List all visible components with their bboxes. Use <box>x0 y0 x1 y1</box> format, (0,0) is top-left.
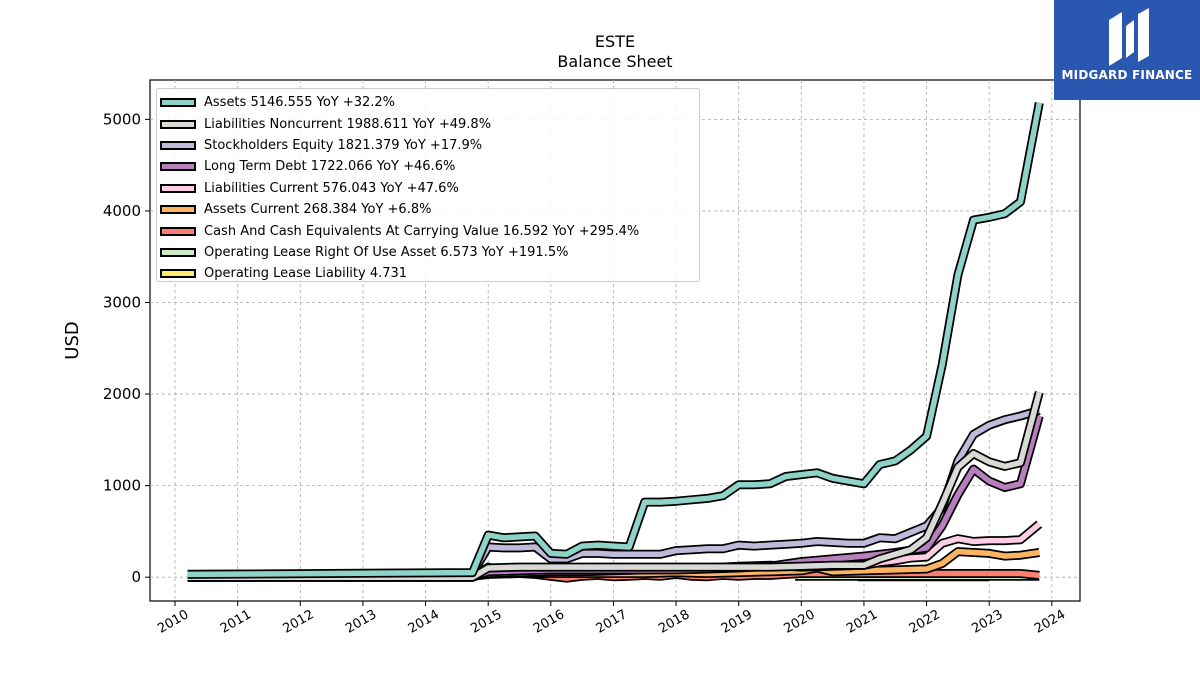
legend-swatch <box>160 98 196 108</box>
legend-label: Operating Lease Liability 4.731 <box>204 266 408 282</box>
logo-mark-icon <box>1109 8 1149 66</box>
legend-swatch <box>160 140 196 150</box>
y-axis-label: USD <box>62 321 83 359</box>
legend-label: Operating Lease Right Of Use Asset 6.573… <box>204 244 569 260</box>
y-tick-label: 4000 <box>103 202 141 220</box>
legend-swatch <box>160 205 196 215</box>
x-tick-label: 2011 <box>218 607 254 637</box>
brand-name: MIDGARD FINANCE <box>1061 68 1193 82</box>
legend-item: Operating Lease Liability 4.731 <box>160 263 699 284</box>
y-tick-label: 1000 <box>103 477 141 495</box>
x-tick-label: 2021 <box>844 607 880 637</box>
y-tick-label: 2000 <box>103 385 141 403</box>
x-tick-label: 2024 <box>1032 607 1068 637</box>
x-tick-label: 2016 <box>531 607 567 637</box>
legend-item: Cash And Cash Equivalents At Carrying Va… <box>160 220 699 241</box>
x-tick-label: 2023 <box>969 607 1005 637</box>
x-axis: 2010 2011 2012 2013 2014 2015 2016 2017 2018 2019… <box>155 601 1068 637</box>
legend-swatch <box>160 119 196 129</box>
chart-title: ESTE <box>594 32 636 51</box>
legend-item: Stockholders Equity 1821.379 YoY +17.9% <box>160 135 699 156</box>
x-tick-label: 2022 <box>907 607 943 637</box>
legend-label: Assets Current 268.384 YoY +6.8% <box>204 202 432 218</box>
x-tick-label: 2019 <box>719 607 755 637</box>
legend-label: Stockholders Equity 1821.379 YoY +17.9% <box>204 137 483 153</box>
series-line-liabilities-noncurrent <box>187 391 1042 580</box>
x-tick-label: 2013 <box>343 607 379 637</box>
brand-logo: MIDGARD FINANCE <box>1054 0 1200 100</box>
series-line-assets <box>187 102 1043 578</box>
legend-item: Long Term Debt 1722.066 YoY +46.6% <box>160 156 699 177</box>
x-tick-label: 2018 <box>656 607 692 637</box>
series-layer <box>187 102 1044 583</box>
legend-swatch <box>160 183 196 193</box>
x-tick-label: 2017 <box>594 607 630 637</box>
legend-swatch <box>160 269 196 279</box>
legend-item: Operating Lease Right Of Use Asset 6.573… <box>160 242 699 263</box>
legend-label: Assets 5146.555 YoY +32.2% <box>204 95 396 111</box>
legend-item: Liabilities Noncurrent 1988.611 YoY +49.… <box>160 113 699 134</box>
x-tick-label: 2015 <box>468 607 504 637</box>
legend-label: Liabilities Current 576.043 YoY +47.6% <box>204 180 459 196</box>
y-tick-label: 5000 <box>103 110 141 128</box>
legend-item: Liabilities Current 576.043 YoY +47.6% <box>160 178 699 199</box>
y-axis: 0 1000 2000 3000 4000 5000 <box>103 110 150 586</box>
x-tick-label: 2020 <box>781 607 817 637</box>
y-tick-label: 3000 <box>103 294 141 312</box>
chart-subtitle: Balance Sheet <box>557 52 673 71</box>
legend-label: Liabilities Noncurrent 1988.611 YoY +49.… <box>204 116 492 132</box>
legend-swatch <box>160 162 196 172</box>
legend-label: Cash And Cash Equivalents At Carrying Va… <box>204 223 640 239</box>
x-tick-label: 2010 <box>155 607 191 637</box>
x-tick-label: 2012 <box>280 607 316 637</box>
x-tick-label: 2014 <box>406 607 442 637</box>
chart-legend: Assets 5146.555 YoY +32.2% Liabilities No… <box>156 88 700 282</box>
legend-item: Assets 5146.555 YoY +32.2% <box>160 92 699 113</box>
plot-area <box>149 79 1081 602</box>
legend-swatch <box>160 226 196 236</box>
y-tick-label: 0 <box>131 568 141 586</box>
legend-swatch <box>160 247 196 257</box>
legend-label: Long Term Debt 1722.066 YoY +46.6% <box>204 159 456 175</box>
legend-item: Assets Current 268.384 YoY +6.8% <box>160 199 699 220</box>
